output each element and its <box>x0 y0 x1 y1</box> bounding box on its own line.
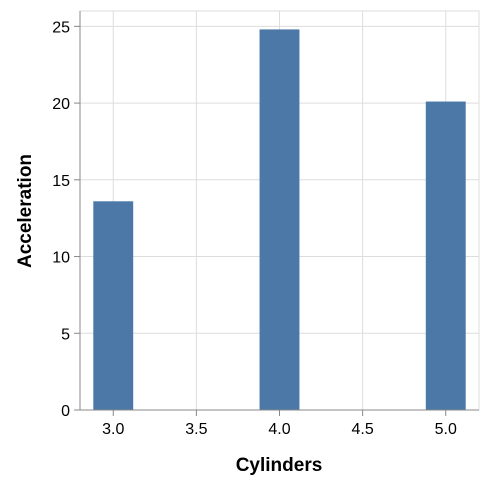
y-tick-label: 20 <box>52 96 70 113</box>
bar <box>259 29 300 411</box>
y-tick-label: 15 <box>52 173 70 190</box>
x-ticks: 3.0 3.5 4.0 4.5 5.0 <box>102 410 457 438</box>
y-axis-title: Acceleration <box>15 154 36 268</box>
y-ticks: 0 5 10 15 20 25 <box>52 19 80 420</box>
x-tick-label: 3.5 <box>185 421 207 438</box>
x-tick-label: 4.0 <box>268 421 290 438</box>
y-tick-label: 25 <box>52 19 70 36</box>
bars <box>93 29 466 411</box>
x-tick-label: 5.0 <box>435 421 457 438</box>
y-tick-label: 0 <box>61 403 70 420</box>
y-tick-label: 5 <box>61 326 70 343</box>
x-tick-label: 3.0 <box>102 421 124 438</box>
bar <box>93 201 134 410</box>
bar <box>425 101 466 411</box>
x-tick-label: 4.5 <box>352 421 374 438</box>
y-tick-label: 10 <box>52 250 70 267</box>
x-axis-title: Cylinders <box>236 455 323 476</box>
